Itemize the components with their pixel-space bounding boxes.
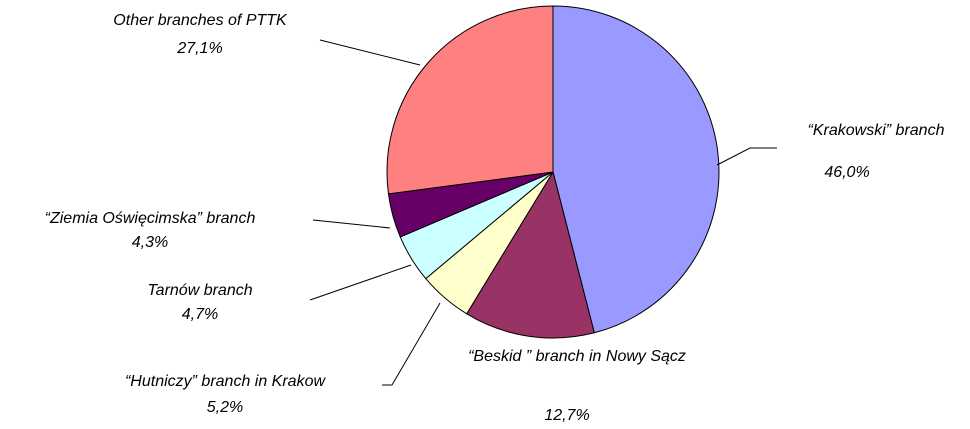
leader-line: [309, 264, 412, 301]
slice-label: “Krakowski” branch: [807, 122, 945, 139]
slice-value-label: 12,7%: [544, 407, 590, 424]
pie-slice: [466, 170, 595, 339]
slice-value-label: 4,3%: [131, 234, 169, 251]
pie-slice: [552, 5, 720, 334]
leader-line: [312, 219, 391, 229]
leader-line: [319, 39, 421, 66]
slice-value-label: 46,0%: [824, 164, 870, 181]
slice-label: “Ziemia Oświęcimska” branch: [44, 210, 256, 227]
slice-label: Other branches of PTTK: [113, 12, 287, 29]
slice-value-label: 5,2%: [206, 399, 244, 416]
slice-label: “Beskid ” branch in Nowy Sącz: [468, 348, 686, 365]
slice-value-label: 4,7%: [181, 306, 219, 323]
slice-value-label: 27,1%: [177, 40, 223, 57]
slice-label: Tarnów branch: [147, 282, 253, 299]
slice-label: “Hutniczy” branch in Krakow: [124, 373, 326, 390]
leader-line: [382, 302, 441, 386]
leader-line: [716, 147, 777, 166]
pie-slice: [386, 5, 554, 195]
